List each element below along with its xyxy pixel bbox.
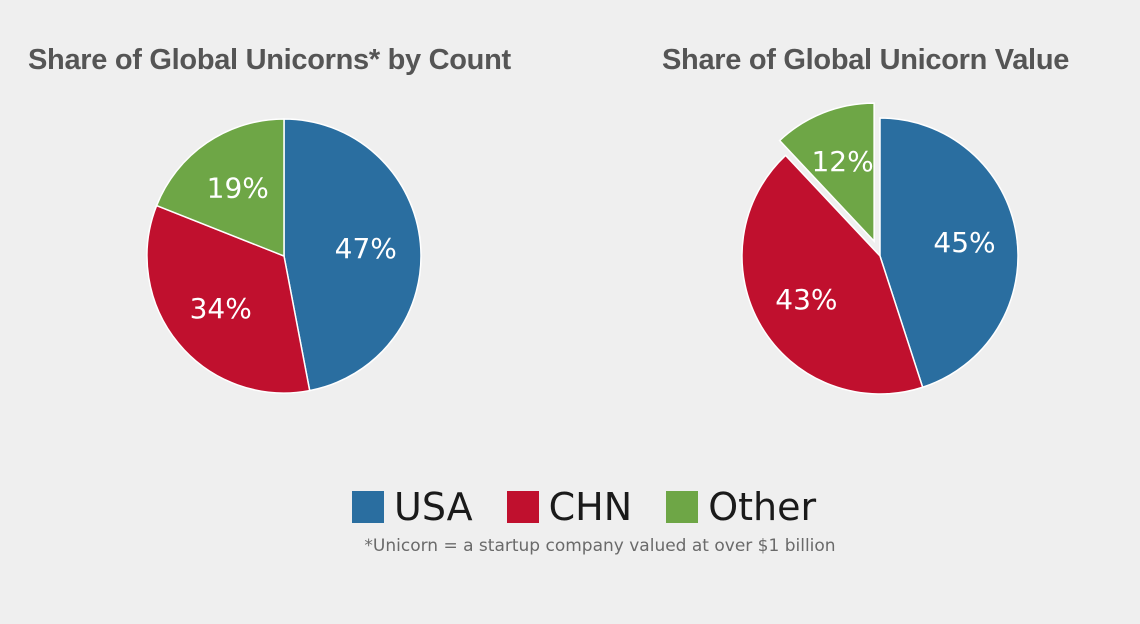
pie-slice-chn-count bbox=[146, 204, 311, 394]
legend-label-other: Other bbox=[708, 485, 817, 529]
legend-swatch-chn bbox=[506, 491, 539, 523]
legend: USA CHN Other bbox=[352, 483, 816, 531]
legend-swatch-other bbox=[666, 491, 699, 523]
pie-chart-value: 45% 43% 12% bbox=[741, 102, 1019, 395]
chart-title-count: Share of Global Unicorns* by Count bbox=[28, 44, 511, 76]
legend-label-usa: USA bbox=[394, 485, 473, 529]
slice-label-other-value: 12% bbox=[811, 145, 873, 178]
legend-item-other: Other bbox=[666, 485, 816, 529]
legend-item-chn: CHN bbox=[506, 485, 633, 529]
slice-label-chn-count: 34% bbox=[190, 292, 252, 325]
footnote: *Unicorn = a startup company valued at o… bbox=[364, 536, 836, 556]
pie-slice-other-value bbox=[778, 102, 875, 244]
pie-slice-usa-count bbox=[283, 118, 422, 392]
pie-chart-count: 47% 34% 19% bbox=[146, 118, 422, 394]
legend-item-usa: USA bbox=[352, 485, 473, 529]
pie-slice-other-count bbox=[155, 118, 285, 258]
chart-title-value: Share of Global Unicorn Value bbox=[662, 44, 1070, 76]
pie-slice-chn-value bbox=[741, 154, 924, 395]
slice-label-other-count: 19% bbox=[207, 172, 269, 205]
slice-label-usa-value: 45% bbox=[933, 226, 995, 259]
slice-label-usa-count: 47% bbox=[335, 232, 397, 265]
legend-swatch-usa bbox=[352, 491, 384, 523]
legend-label-chn: CHN bbox=[548, 485, 633, 529]
pie-slice-usa-value bbox=[879, 117, 1019, 389]
slice-label-chn-value: 43% bbox=[775, 283, 837, 316]
